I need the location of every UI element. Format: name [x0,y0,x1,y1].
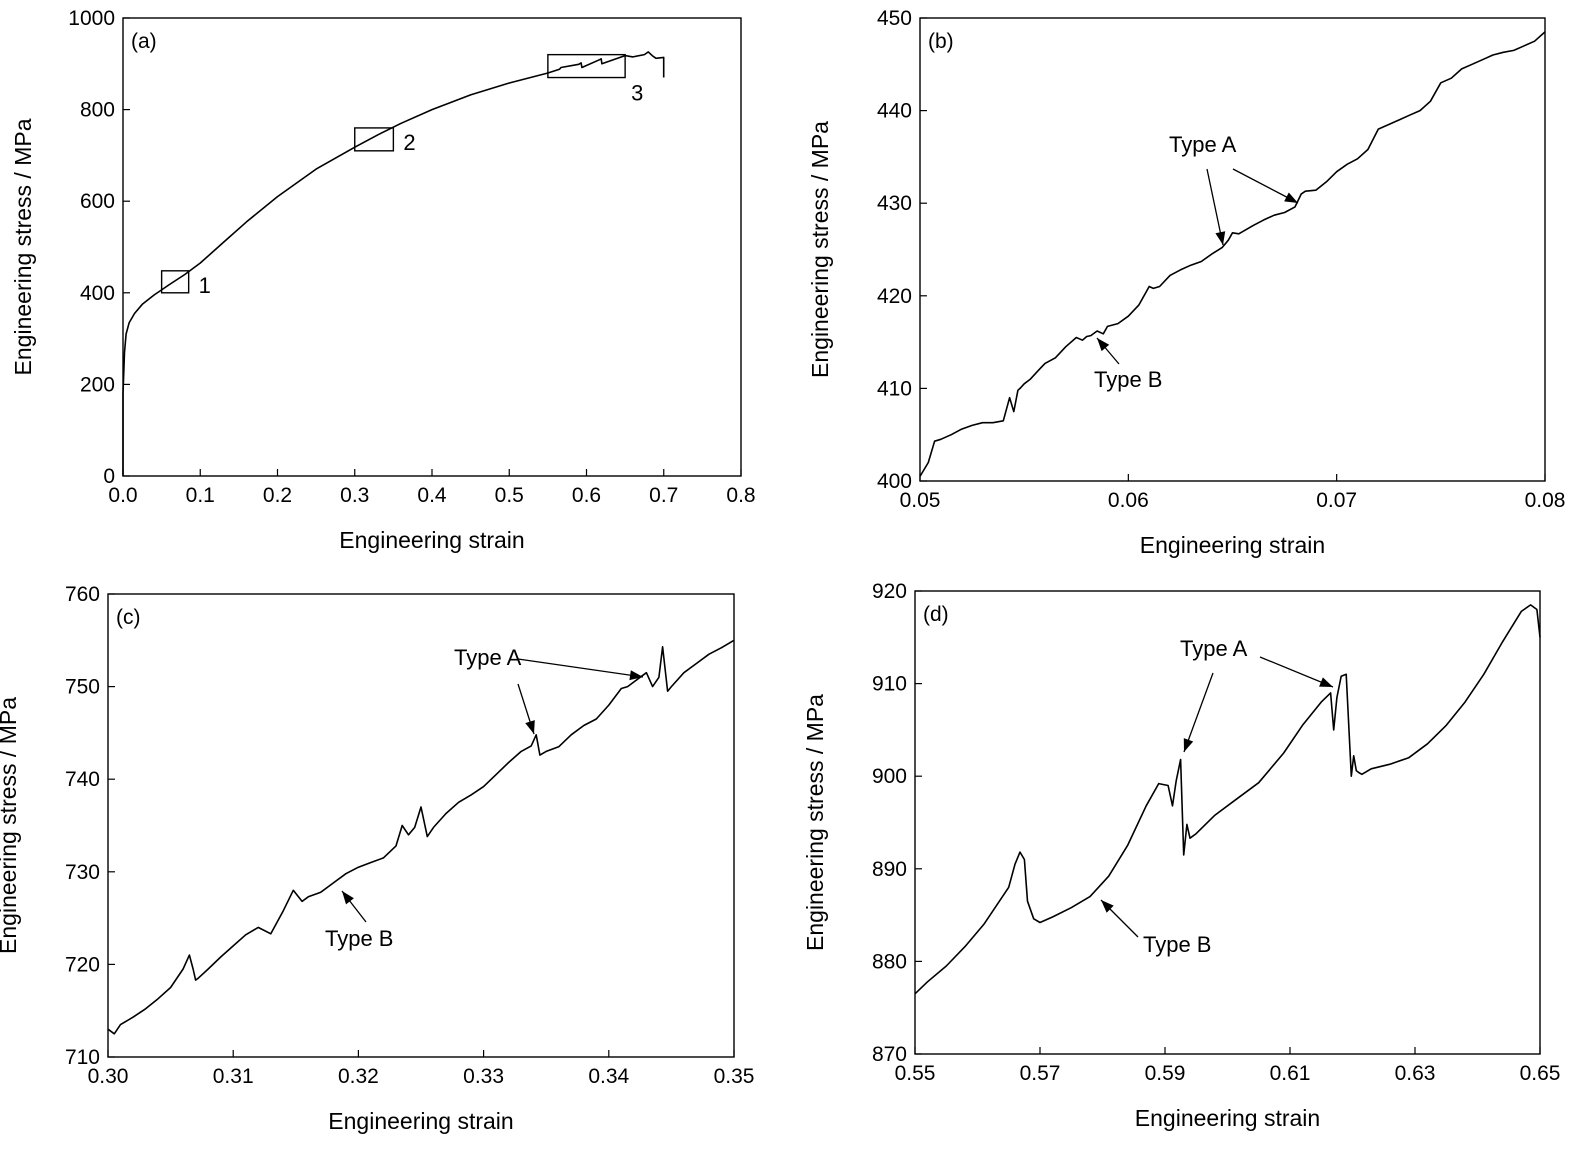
arrowhead [525,720,535,734]
x-tick-label: 0.34 [588,1065,629,1088]
y-tick-label: 740 [65,768,100,791]
y-tick-label: 730 [65,861,100,884]
x-tick-label: 0.59 [1145,1062,1186,1085]
panel-label: (c) [116,606,141,629]
x-tick-label: 0.05 [900,489,941,512]
x-tick-label: 0.57 [1020,1062,1061,1085]
x-tick-label: 0.1 [186,484,215,507]
zoom-box-3 [547,53,626,79]
zoom-box-label: 1 [199,273,211,298]
annotation-b: Type B [325,926,393,951]
panel-label: (d) [923,603,949,626]
x-tick-label: 0.06 [1108,489,1149,512]
y-tick-label: 400 [877,470,912,493]
x-tick-label: 0.6 [572,484,601,507]
y-tick-label: 440 [877,100,912,123]
y-tick-label: 900 [872,765,907,788]
arrowhead [1097,338,1110,352]
annotation-b: Type B [1143,932,1211,957]
plot-frame [919,17,1546,482]
panel-label: (b) [928,30,954,53]
annotation-arrow [517,658,644,678]
x-tick-label: 0.08 [1525,489,1566,512]
arrowhead [342,891,354,905]
panel-label: (a) [131,30,157,53]
annotation-a: Type A [454,645,522,670]
stress-strain-curve [919,31,1546,477]
x-tick-label: 0.5 [495,484,524,507]
x-tick-label: 0.4 [417,484,447,507]
panel-a: 0.0 0.1 0.2 0.3 0.4 0.5 0.6 0.7 0.8 0 200 400 600 800… [10,7,756,553]
y-tick-label: 430 [877,192,912,215]
y-axis-label: Engineering stress / MPa [0,697,21,954]
y-tick-label: 410 [877,377,912,400]
annotation-arrow [1259,656,1334,688]
y-axis-label: Engineering stress / MPa [10,118,36,375]
x-axis-label: Engineering strain [339,527,524,553]
y-axis-label: Engineering stress / MPa [802,694,828,951]
y-tick-label: 720 [65,953,100,976]
x-tick-label: 0.32 [338,1065,379,1088]
y-tick-label: 920 [872,580,907,603]
x-tick-label: 0.33 [463,1065,504,1088]
zoom-box-label: 2 [403,130,415,155]
arrowhead [1101,900,1114,913]
y-tick-label: 400 [80,282,115,305]
stress-strain-curve [122,51,665,476]
y-tick-label: 870 [872,1043,907,1066]
stress-strain-curve [914,604,1541,995]
annotation-a: Type A [1180,636,1248,661]
x-tick-label: 0.2 [263,484,292,507]
arrowhead [629,670,643,681]
x-tick-label: 0.3 [340,484,369,507]
zoom-box-1 [160,270,190,294]
zoom-box-2 [354,127,395,152]
arrowhead [1183,738,1194,752]
y-tick-label: 880 [872,950,907,973]
x-tick-label: 0.8 [726,484,755,507]
x-tick-label: 0.55 [895,1062,936,1085]
panel-b: 0.05 0.06 0.07 0.08 400 410 420 430 440 450 Engine… [807,7,1565,558]
y-tick-label: 910 [872,673,907,696]
x-axis-label: Engineering strain [1140,532,1325,558]
arrowhead [1319,677,1333,687]
y-tick-label: 600 [80,190,115,213]
x-axis-label: Engineering strain [1135,1105,1320,1131]
x-tick-label: 0.61 [1270,1062,1311,1085]
plot-frame [107,593,735,1058]
y-axis-label: Engineering stress / MPa [807,121,833,378]
y-tick-label: 800 [80,99,115,122]
annotation-arrow [1183,672,1214,753]
x-tick-label: 0.30 [88,1065,129,1088]
y-tick-label: 760 [65,583,100,606]
x-tick-label: 0.35 [714,1065,755,1088]
x-tick-label: 0.65 [1520,1062,1561,1085]
y-tick-label: 450 [877,7,912,30]
panel-c: 0.30 0.31 0.32 0.33 0.34 0.35 710 720 730 740 750 7… [0,583,754,1134]
arrowhead [1215,231,1226,245]
x-tick-label: 0.07 [1316,489,1357,512]
plot-frame [914,590,1541,1055]
y-tick-label: 710 [65,1046,100,1069]
zoom-box-label: 3 [631,81,643,106]
annotation-b: Type B [1094,367,1162,392]
x-tick-label: 0.0 [108,484,137,507]
annotation-a: Type A [1169,132,1237,157]
stress-strain-curve [107,639,735,1035]
y-tick-label: 1000 [68,7,115,30]
y-tick-label: 750 [65,676,100,699]
y-tick-label: 200 [80,373,115,396]
panel-d: 0.55 0.57 0.59 0.61 0.63 0.65 870 880 890 900 910 9… [802,580,1560,1131]
x-axis-label: Engineering strain [328,1108,513,1134]
arrowhead [1284,192,1298,203]
x-tick-label: 0.63 [1395,1062,1436,1085]
y-tick-label: 890 [872,858,907,881]
y-tick-label: 420 [877,285,912,308]
x-tick-label: 0.31 [213,1065,254,1088]
plot-frame [122,17,742,477]
x-tick-label: 0.7 [649,484,678,507]
y-tick-label: 0 [103,465,115,488]
